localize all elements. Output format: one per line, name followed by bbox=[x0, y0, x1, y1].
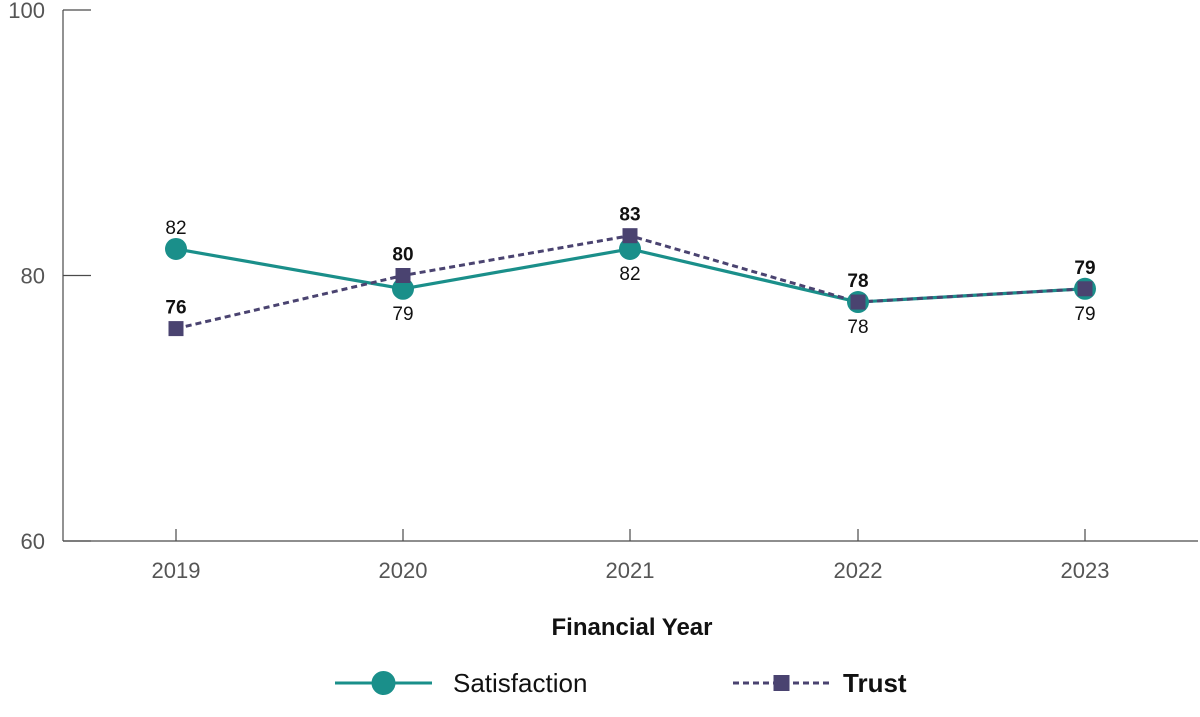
legend-item-trust: Trust bbox=[733, 668, 907, 698]
legend-item-satisfaction: Satisfaction bbox=[335, 668, 587, 698]
y-tick-label: 60 bbox=[21, 529, 45, 554]
y-tick-label: 100 bbox=[8, 0, 45, 23]
axes: 60 80 100 2019 2020 2021 2022 2023 bbox=[8, 0, 1198, 583]
data-label-satisfaction-2019: 82 bbox=[165, 218, 186, 239]
legend-label-satisfaction: Satisfaction bbox=[453, 668, 587, 698]
marker-satisfaction-2019 bbox=[165, 237, 187, 260]
marker-trust-2019 bbox=[168, 321, 184, 337]
x-tick-label: 2022 bbox=[834, 558, 883, 583]
data-label-trust-2020: 80 bbox=[392, 245, 413, 266]
legend-label-trust: Trust bbox=[843, 668, 907, 698]
x-tick-label: 2021 bbox=[606, 558, 655, 583]
marker-trust-2020 bbox=[395, 268, 411, 283]
data-label-trust-2022: 78 bbox=[847, 271, 868, 292]
legend: Satisfaction Trust bbox=[335, 668, 907, 698]
x-tick-label: 2023 bbox=[1061, 558, 1110, 583]
legend-marker-trust bbox=[773, 675, 790, 691]
x-tick-label: 2019 bbox=[152, 558, 201, 583]
x-axis-title: Financial Year bbox=[552, 614, 713, 641]
marker-satisfaction-2021 bbox=[619, 237, 641, 260]
data-labels: 82 79 82 78 79 76 80 83 78 79 bbox=[165, 205, 1095, 338]
data-label-satisfaction-2020: 79 bbox=[392, 304, 413, 325]
data-label-trust-2023: 79 bbox=[1074, 258, 1095, 279]
marker-trust-2023 bbox=[1077, 281, 1093, 297]
data-label-trust-2019: 76 bbox=[165, 298, 186, 319]
data-label-satisfaction-2021: 82 bbox=[619, 264, 640, 285]
data-label-satisfaction-2023: 79 bbox=[1074, 304, 1095, 325]
marker-trust-2021 bbox=[622, 228, 638, 244]
marker-trust-2022 bbox=[850, 294, 866, 310]
series-markers bbox=[165, 228, 1096, 337]
x-tick-label: 2020 bbox=[379, 558, 428, 583]
y-tick-label: 80 bbox=[21, 264, 45, 289]
legend-marker-satisfaction bbox=[371, 671, 396, 695]
data-label-trust-2021: 83 bbox=[619, 205, 640, 226]
data-label-satisfaction-2022: 78 bbox=[847, 317, 868, 338]
marker-satisfaction-2020 bbox=[392, 277, 414, 300]
